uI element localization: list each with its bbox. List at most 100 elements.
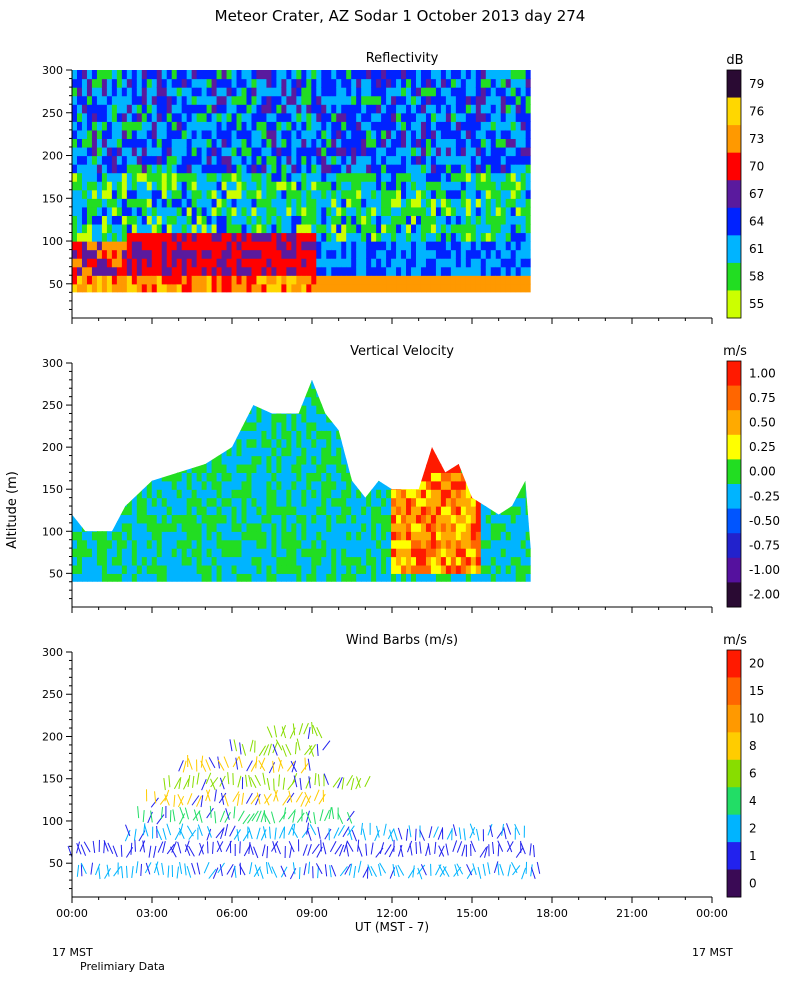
velocity-cell xyxy=(460,564,467,574)
velocity-cell xyxy=(296,396,302,406)
velocity-cell xyxy=(241,379,248,381)
velocity-cell xyxy=(366,463,372,473)
reflectivity-cell xyxy=(406,121,412,131)
reflectivity-cell xyxy=(211,258,218,268)
velocity-cell xyxy=(136,388,143,398)
velocity-cell xyxy=(406,489,412,499)
reflectivity-cell xyxy=(341,258,347,268)
velocity-cell xyxy=(440,539,447,549)
velocity-cell xyxy=(246,396,253,406)
velocity-cell xyxy=(121,447,128,457)
velocity-cell xyxy=(510,514,517,524)
reflectivity-cell xyxy=(391,112,397,122)
velocity-cell xyxy=(466,363,472,372)
velocity-cell xyxy=(480,438,487,448)
velocity-cell xyxy=(336,396,342,406)
velocity-cell xyxy=(525,405,531,415)
velocity-cell xyxy=(231,522,238,532)
reflectivity-cell xyxy=(211,198,218,208)
velocity-cell xyxy=(166,548,173,558)
velocity-cell xyxy=(460,388,467,398)
reflectivity-cell xyxy=(146,112,153,122)
velocity-cell xyxy=(500,564,507,574)
velocity-cell xyxy=(490,438,497,448)
velocity-cell xyxy=(406,514,412,524)
reflectivity-cell xyxy=(386,198,392,208)
velocity-cell xyxy=(425,480,432,490)
velocity-cell xyxy=(216,438,223,448)
reflectivity-cell xyxy=(171,104,178,114)
velocity-cell xyxy=(146,396,153,406)
reflectivity-cell xyxy=(196,189,203,199)
velocity-cell xyxy=(510,522,517,532)
reflectivity-cell xyxy=(440,283,447,293)
velocity-cell xyxy=(186,506,193,516)
velocity-cell xyxy=(81,388,88,398)
reflectivity-cell xyxy=(226,112,233,122)
reflectivity-cell xyxy=(465,78,472,88)
reflectivity-cell xyxy=(381,70,387,80)
reflectivity-cell xyxy=(156,121,163,131)
velocity-cell xyxy=(341,489,347,499)
reflectivity-cell xyxy=(311,215,317,225)
velocity-cell xyxy=(361,531,367,541)
reflectivity-cell xyxy=(191,215,198,225)
reflectivity-cell xyxy=(266,172,273,182)
reflectivity-cell xyxy=(336,249,342,259)
velocity-cell xyxy=(221,379,228,381)
reflectivity-cell xyxy=(510,164,517,174)
reflectivity-cell xyxy=(495,249,502,259)
reflectivity-cell xyxy=(490,155,497,165)
velocity-cell xyxy=(440,489,447,499)
reflectivity-cell xyxy=(181,198,188,208)
velocity-cell xyxy=(316,548,322,558)
reflectivity-cell xyxy=(296,181,302,191)
reflectivity-cell xyxy=(261,129,268,140)
reflectivity-cell xyxy=(72,198,78,208)
velocity-cell xyxy=(106,556,113,566)
velocity-cell xyxy=(296,480,302,490)
reflectivity-cell xyxy=(371,283,377,293)
reflectivity-cell xyxy=(246,266,253,276)
velocity-cell xyxy=(86,455,93,465)
reflectivity-cell xyxy=(191,181,198,191)
reflectivity-cell xyxy=(256,87,263,97)
reflectivity-cell xyxy=(276,172,282,182)
reflectivity-cell xyxy=(490,266,497,276)
reflectivity-cell xyxy=(261,206,268,216)
velocity-cell xyxy=(81,430,88,440)
velocity-cell xyxy=(91,548,98,558)
reflectivity-cell xyxy=(416,172,422,182)
reflectivity-cell xyxy=(231,146,238,157)
velocity-cell xyxy=(371,405,377,415)
reflectivity-cell xyxy=(356,266,362,276)
velocity-cell xyxy=(151,405,158,415)
velocity-cell xyxy=(416,388,422,398)
velocity-cell xyxy=(196,421,203,431)
reflectivity-cell xyxy=(445,215,452,225)
velocity-cell xyxy=(311,564,317,574)
velocity-cell xyxy=(196,379,203,381)
reflectivity-cell xyxy=(161,70,168,80)
velocity-cell xyxy=(126,531,133,541)
velocity-cell xyxy=(246,388,253,398)
velocity-cell xyxy=(525,531,531,541)
reflectivity-cell xyxy=(500,206,507,216)
reflectivity-cell xyxy=(391,275,397,285)
reflectivity-cell xyxy=(525,78,531,88)
reflectivity-cell xyxy=(126,78,133,88)
velocity-cell xyxy=(386,438,392,448)
reflectivity-cell xyxy=(346,266,352,276)
velocity-cell xyxy=(525,430,531,440)
velocity-cell xyxy=(331,548,337,558)
velocity-cell xyxy=(480,480,487,490)
reflectivity-cell xyxy=(416,215,422,225)
velocity-cell xyxy=(311,480,317,490)
velocity-cell xyxy=(101,556,108,566)
velocity-cell xyxy=(490,522,497,532)
reflectivity-cell xyxy=(81,104,88,114)
velocity-cell xyxy=(151,564,158,574)
reflectivity-cell xyxy=(321,206,327,216)
reflectivity-cell xyxy=(411,206,417,216)
reflectivity-cell xyxy=(301,249,307,259)
